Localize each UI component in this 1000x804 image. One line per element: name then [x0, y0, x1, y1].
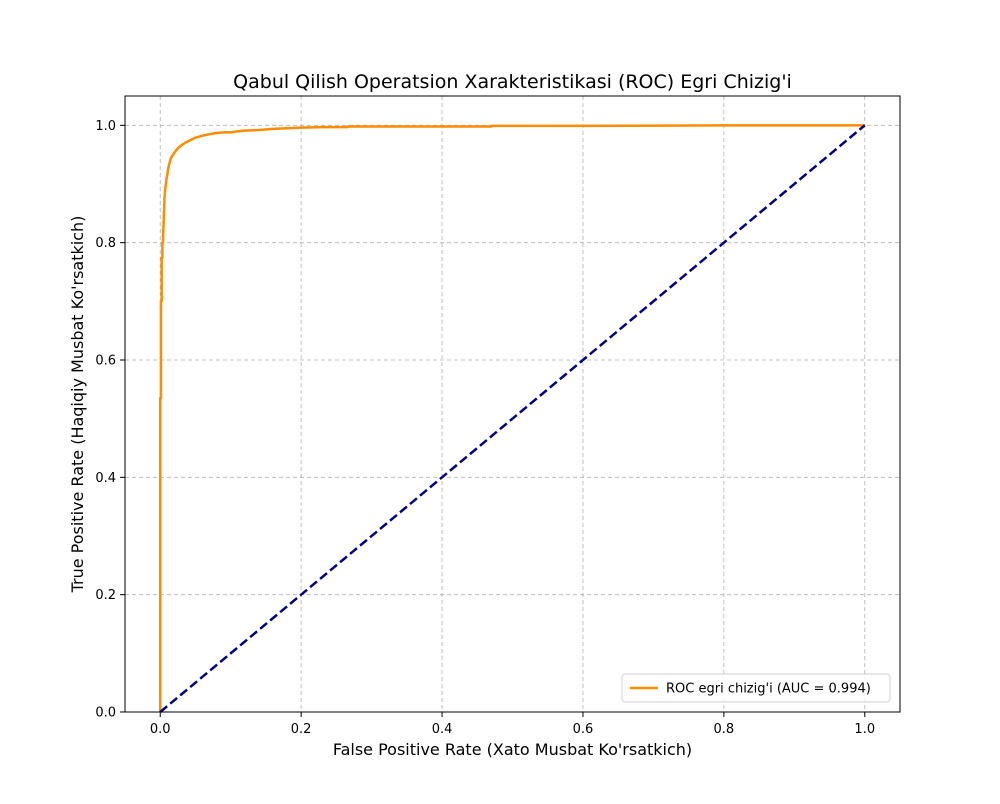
legend-label: ROC egri chizig'i (AUC = 0.994)	[666, 682, 871, 697]
y-tick-label: 0.4	[95, 471, 116, 486]
x-tick-label: 0.2	[291, 722, 312, 737]
chart-title: Qabul Qilish Operatsion Xarakteristikasi…	[233, 71, 792, 93]
y-tick-label: 0.2	[95, 588, 116, 603]
x-tick-label: 0.6	[573, 722, 594, 737]
x-axis-title: False Positive Rate (Xato Musbat Ko'rsat…	[333, 740, 692, 759]
x-tick-label: 0.8	[714, 722, 735, 737]
legend: ROC egri chizig'i (AUC = 0.994)	[621, 673, 891, 703]
x-tick-label: 0.4	[432, 722, 453, 737]
plot-frame	[124, 95, 901, 713]
y-tick-label: 0.0	[95, 706, 116, 721]
x-tick-label: 0.0	[150, 722, 171, 737]
y-tick-label: 1.0	[95, 119, 116, 134]
y-tick-label: 0.6	[95, 354, 116, 369]
diagonal-reference-line	[159, 124, 866, 713]
series-layer	[158, 124, 866, 713]
plot-area	[125, 96, 900, 712]
axis-ticks: 0.0 0.2 0.4 0.6 0.8 1.0 0.0 0.2 0.4 0.6 0.8 1.0	[95, 119, 875, 737]
y-axis-title: True Positive Rate (Haqiqiy Musbat Ko'rs…	[68, 216, 87, 594]
y-tick-label: 0.8	[95, 236, 116, 251]
x-tick-label: 1.0	[854, 722, 875, 737]
roc-curve-line	[158, 124, 865, 712]
legend-box	[621, 673, 891, 703]
